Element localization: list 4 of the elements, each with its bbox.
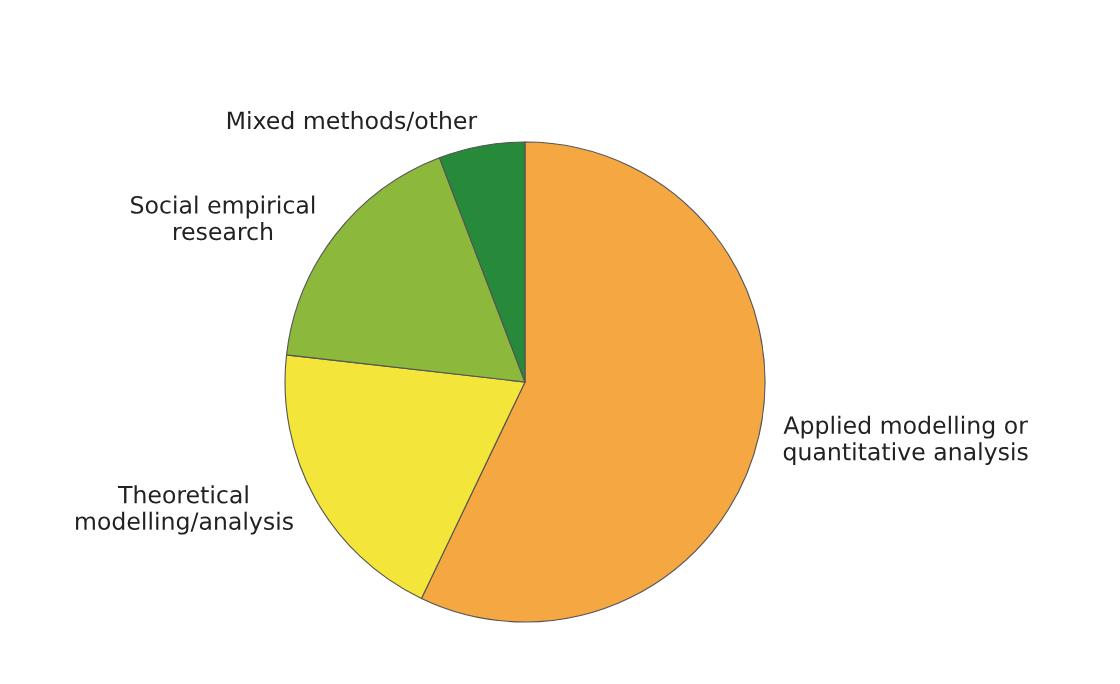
- slice-label: Theoretical modelling/analysis: [76, 485, 293, 535]
- slice-label: Mixed methods/other: [227, 110, 478, 132]
- slice-label: Social empirical research: [131, 195, 315, 241]
- slice-label: Applied modelling or quantitative analysis: [783, 415, 1028, 466]
